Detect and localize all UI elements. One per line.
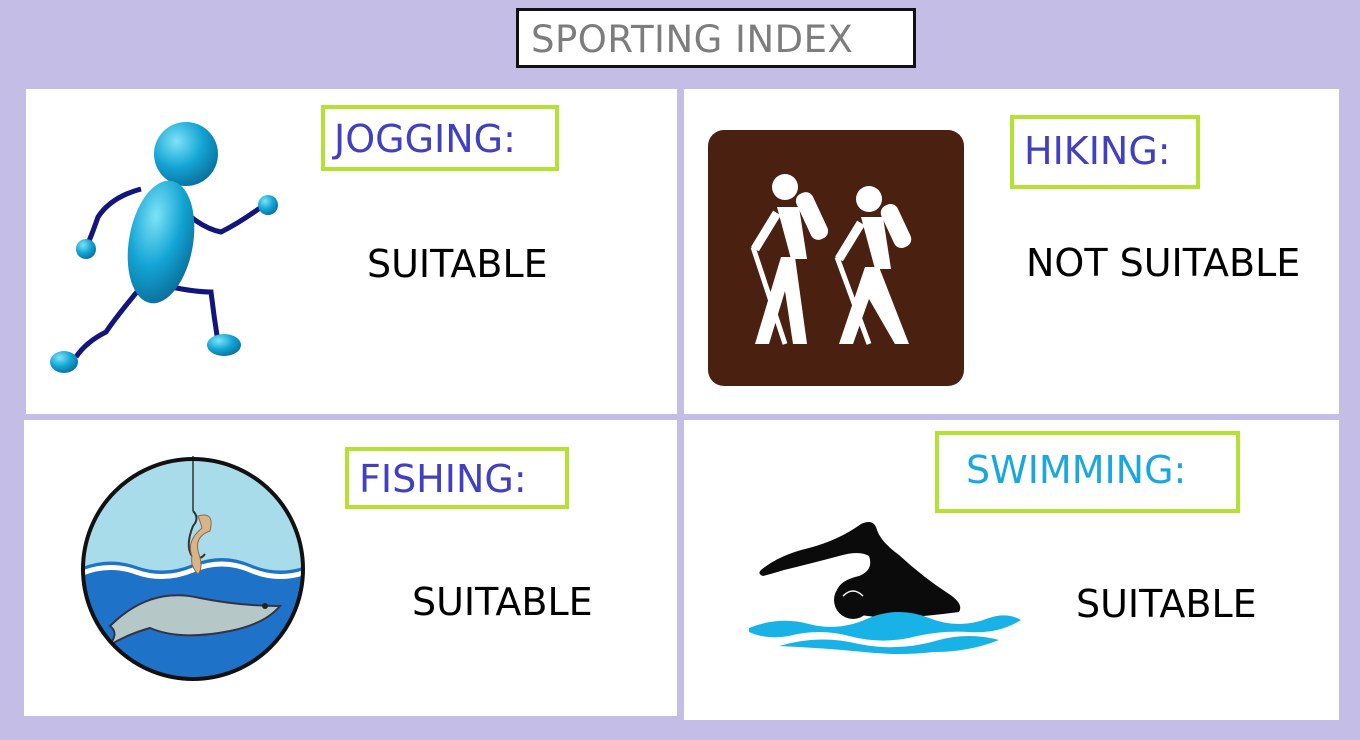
panel-fishing: FISHING: SUITABLE [24,420,677,716]
panel-hiking: HIKING: NOT SUITABLE [684,89,1339,414]
running-figure-icon [50,122,278,373]
swimming-label: SWIMMING: [966,448,1187,492]
fishing-label: FISHING: [359,457,527,501]
fishing-status: SUITABLE [412,580,593,624]
page-title: SPORTING INDEX [531,18,854,61]
panel-jogging: JOGGING: SUITABLE [26,89,677,414]
title-box: SPORTING INDEX [516,8,916,68]
swimming-label-box [935,431,1240,513]
swimming-status: SUITABLE [1076,582,1257,626]
hiking-label-box [1010,115,1200,189]
panel-swimming: SWIMMING: SUITABLE [684,420,1339,720]
hikers-sign-icon [708,130,964,386]
hiking-status: NOT SUITABLE [1026,241,1301,285]
fishing-label-box [345,447,569,509]
jogging-label-box [321,105,559,171]
jogging-label: JOGGING: [334,117,516,161]
fishing-hook-icon [81,456,305,681]
hiking-label: HIKING: [1024,129,1171,173]
jogging-status: SUITABLE [367,242,548,286]
swimmer-icon [749,522,1021,654]
